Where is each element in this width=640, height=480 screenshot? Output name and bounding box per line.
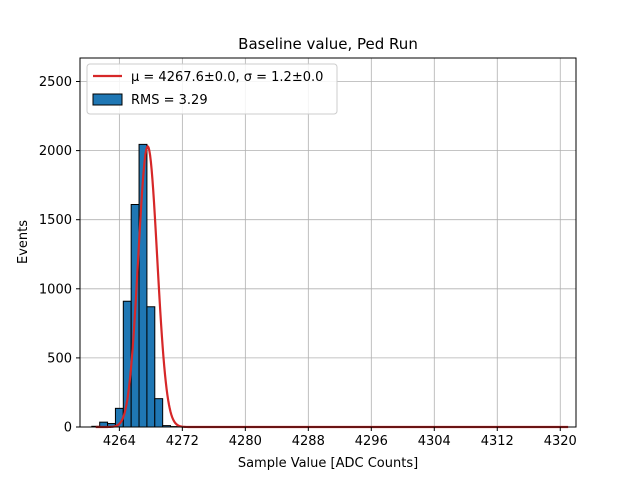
histogram-bar	[146, 306, 156, 428]
legend-histogram-label: RMS = 3.29	[131, 93, 208, 108]
plot-area	[80, 58, 576, 427]
x-tick-label: 4280	[229, 434, 262, 449]
x-tick-label: 4264	[103, 434, 136, 449]
legend-histogram-swatch	[92, 93, 123, 106]
y-axis-label: Events	[16, 220, 31, 264]
x-tick-label: 4272	[166, 434, 199, 449]
legend: μ = 4267.6±0.0, σ = 1.2±0.0 RMS = 3.29	[86, 63, 338, 115]
histogram-bar	[154, 398, 164, 428]
y-tick-label: 2000	[39, 144, 72, 159]
legend-box	[86, 63, 338, 115]
x-axis-label: Sample Value [ADC Counts]	[238, 456, 418, 471]
x-tick-label: 4296	[355, 434, 388, 449]
x-tick-label: 4288	[292, 434, 325, 449]
chart-title: Baseline value, Ped Run	[238, 35, 418, 53]
y-tick-label: 1000	[39, 282, 72, 297]
y-tick-label: 2500	[39, 75, 72, 90]
y-tick-label: 500	[47, 351, 72, 366]
x-tick-label: 4320	[544, 434, 577, 449]
legend-fit-label: μ = 4267.6±0.0, σ = 1.2±0.0	[131, 70, 323, 85]
y-tick-label: 1500	[39, 213, 72, 228]
y-tick-label: 0	[64, 421, 72, 436]
x-tick-label: 4312	[481, 434, 514, 449]
axis-ticks: 4264 4272 4280 4288 4296 4304 4312 4320 0 500 1000…	[39, 75, 577, 449]
x-tick-label: 4304	[418, 434, 451, 449]
plot-frame	[79, 57, 577, 428]
histogram-bar	[122, 300, 132, 428]
